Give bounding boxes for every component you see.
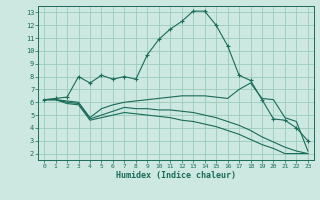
X-axis label: Humidex (Indice chaleur): Humidex (Indice chaleur) [116,171,236,180]
